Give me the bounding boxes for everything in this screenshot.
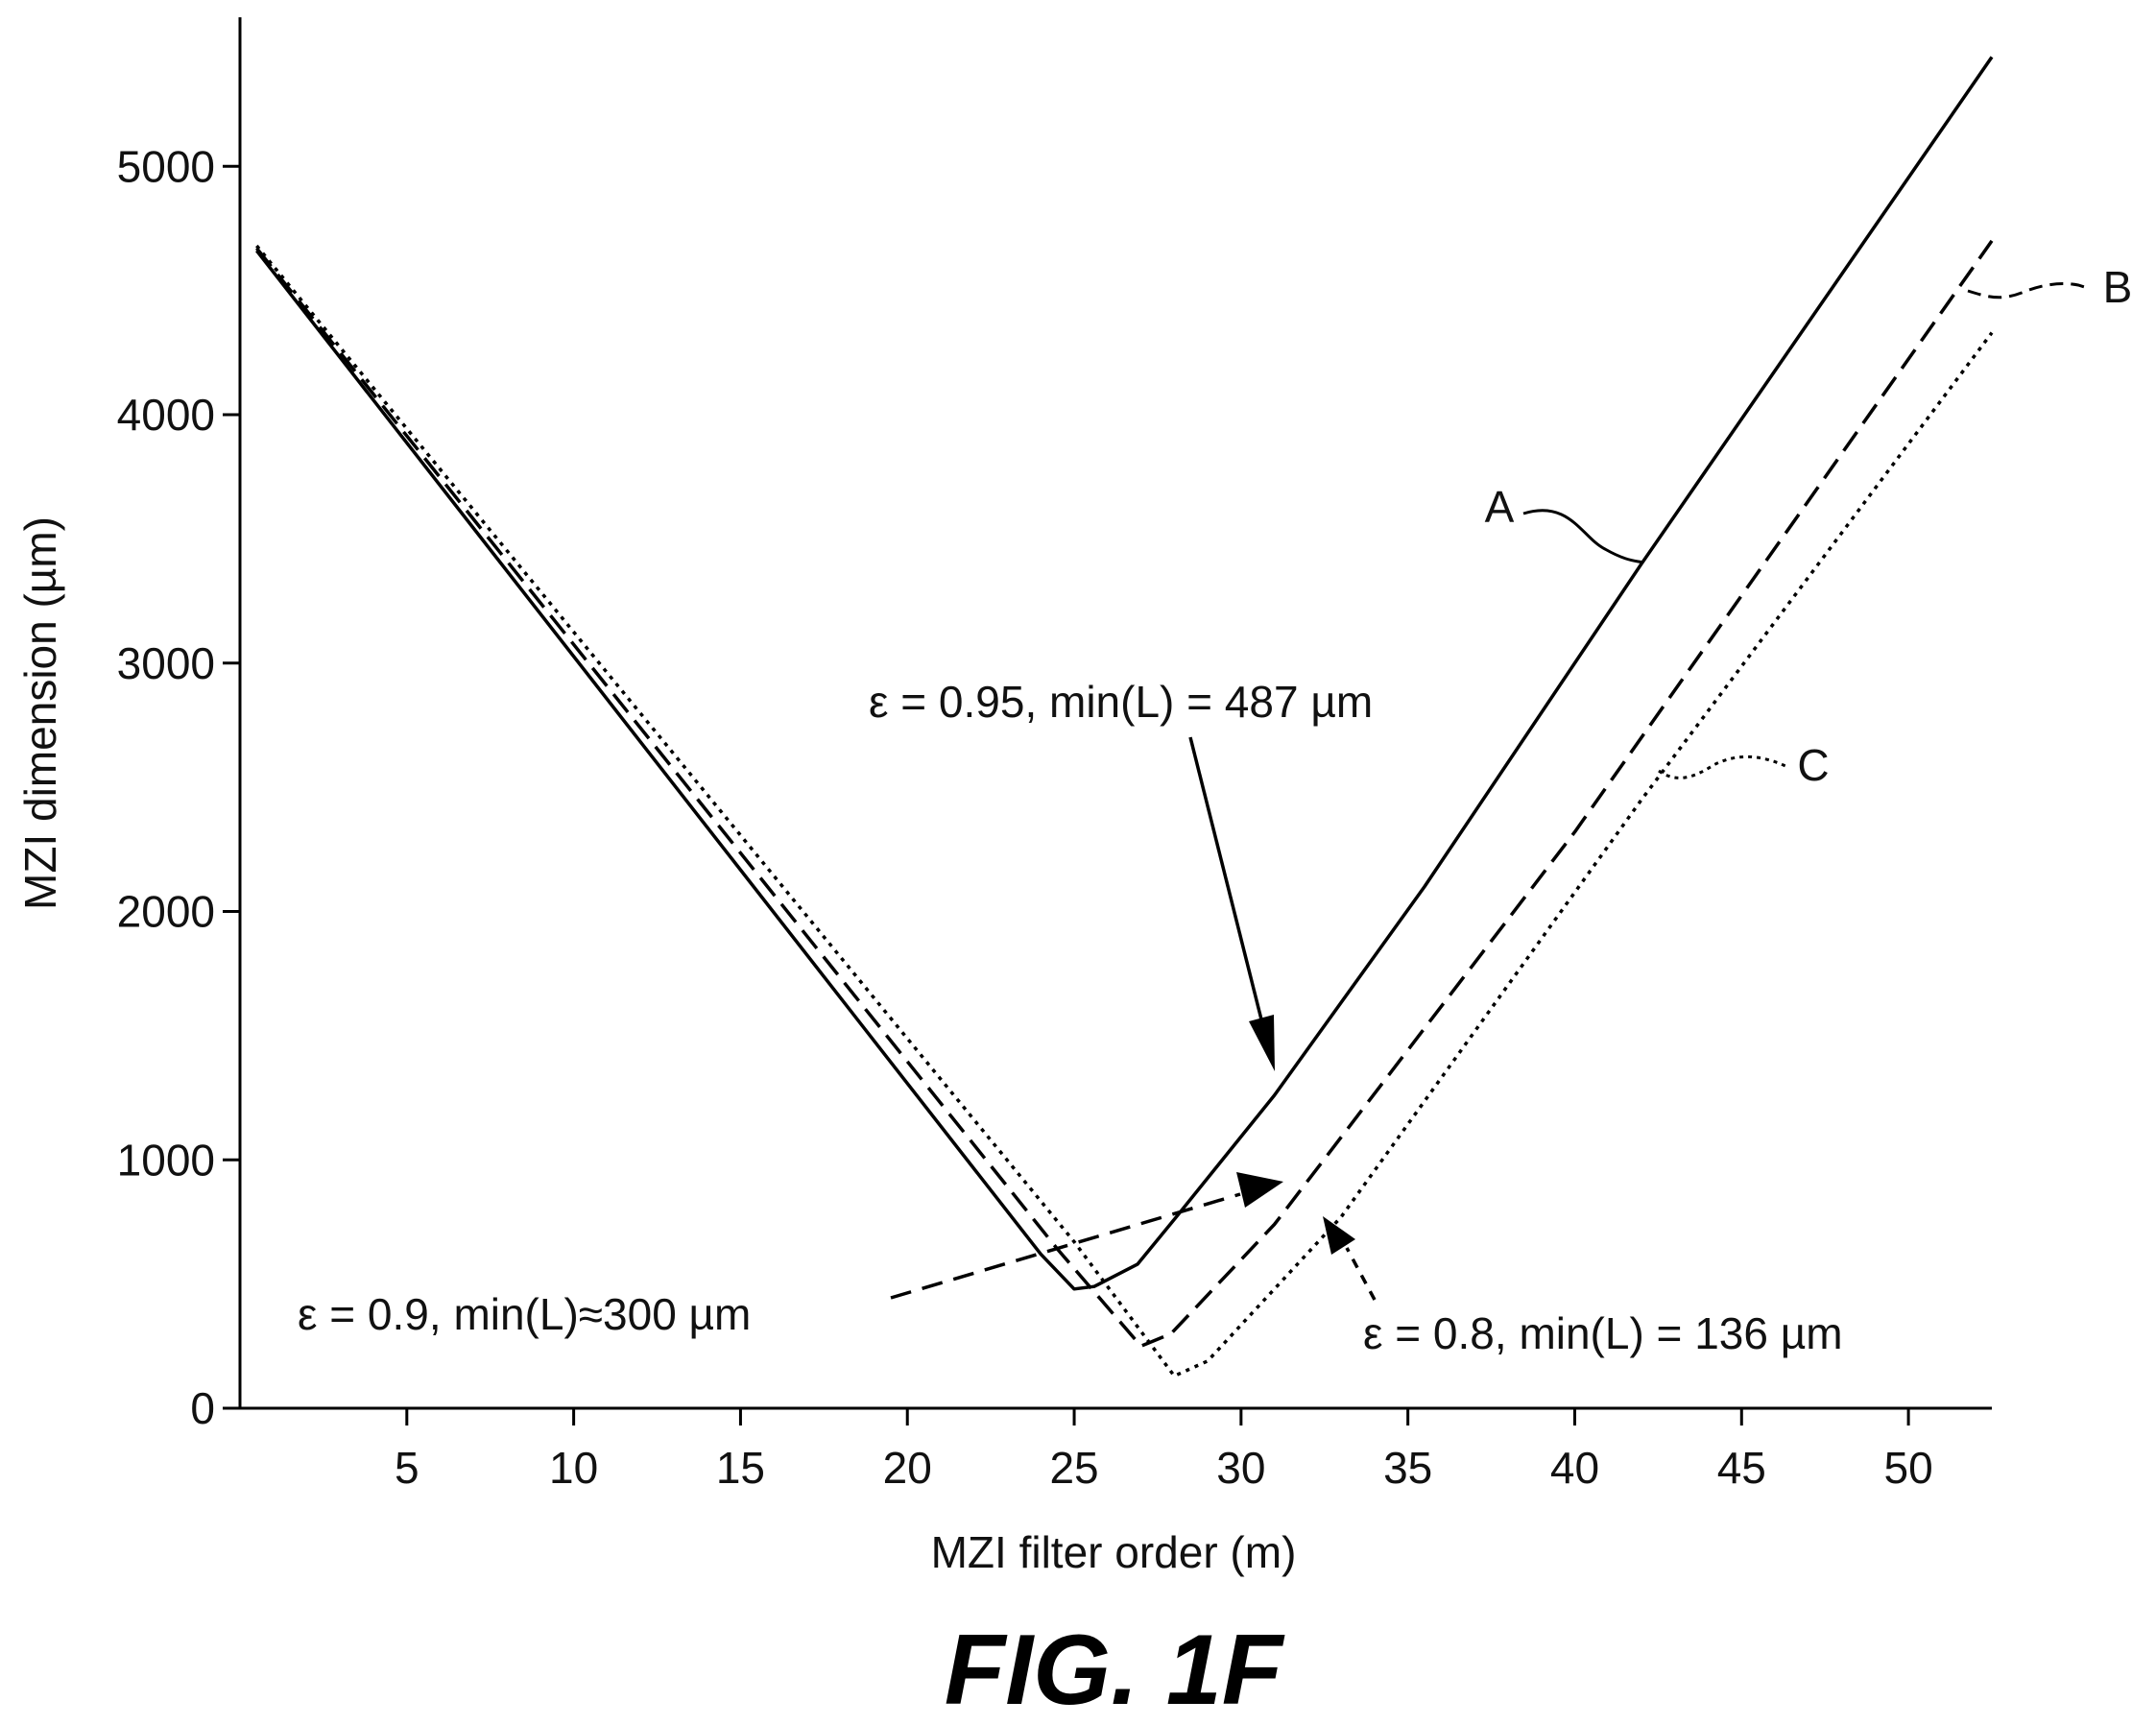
annotation-c-arrowhead xyxy=(1323,1216,1355,1255)
series-b-label: B xyxy=(2103,262,2133,312)
x-tick-label: 35 xyxy=(1383,1443,1432,1493)
x-tick-label: 20 xyxy=(883,1443,932,1493)
series-a-label: A xyxy=(1485,482,1515,532)
x-tick-label: 5 xyxy=(395,1443,419,1493)
annotation-a-arrow-line xyxy=(1188,736,1265,1028)
annotation-c-arrow-line xyxy=(1345,1247,1377,1301)
x-tick-label: 30 xyxy=(1216,1443,1265,1493)
y-tick-label: 1000 xyxy=(117,1135,215,1185)
y-tick-label: 0 xyxy=(190,1383,215,1433)
series-b-line xyxy=(255,239,1994,1349)
series-a-line xyxy=(255,56,1994,1291)
annotation-a-arrowhead xyxy=(1249,1015,1275,1071)
y-axis-title: MZI dimension (µm) xyxy=(15,516,65,910)
series-c-label-leader xyxy=(1658,755,1786,779)
x-tick-label: 15 xyxy=(716,1443,765,1493)
annotation-b-arrow-line xyxy=(890,1192,1241,1300)
x-axis-title: MZI filter order (m) xyxy=(931,1527,1297,1577)
annotation-c-text: ε = 0.8, min(L) = 136 µm xyxy=(1363,1308,1843,1358)
y-tick-label: 2000 xyxy=(117,887,215,937)
series-b-label-leader xyxy=(1967,282,2092,299)
x-tick-label: 45 xyxy=(1717,1443,1766,1493)
x-ticks: 5 10 15 20 25 30 35 40 45 50 xyxy=(395,1408,1933,1493)
x-tick-label: 40 xyxy=(1550,1443,1599,1493)
annotation-b-arrowhead xyxy=(1236,1172,1283,1208)
axes xyxy=(238,17,1992,1410)
figure-label: FIG. 1F xyxy=(945,1615,1285,1725)
y-ticks: 0 1000 2000 3000 4000 5000 xyxy=(117,141,240,1433)
annotation-b-text: ε = 0.9, min(L)≈300 µm xyxy=(298,1289,751,1339)
x-tick-label: 50 xyxy=(1884,1443,1933,1493)
x-tick-label: 10 xyxy=(549,1443,598,1493)
callouts xyxy=(890,282,2092,1301)
y-tick-label: 4000 xyxy=(117,390,215,440)
series-c-line xyxy=(255,244,1994,1378)
y-tick-label: 5000 xyxy=(117,141,215,191)
series-a-label-leader xyxy=(1522,509,1644,564)
y-tick-label: 3000 xyxy=(117,638,215,688)
series-c-label: C xyxy=(1797,740,1829,790)
x-tick-label: 25 xyxy=(1049,1443,1098,1493)
annotation-a-text: ε = 0.95, min(L) = 487 µm xyxy=(869,677,1373,727)
